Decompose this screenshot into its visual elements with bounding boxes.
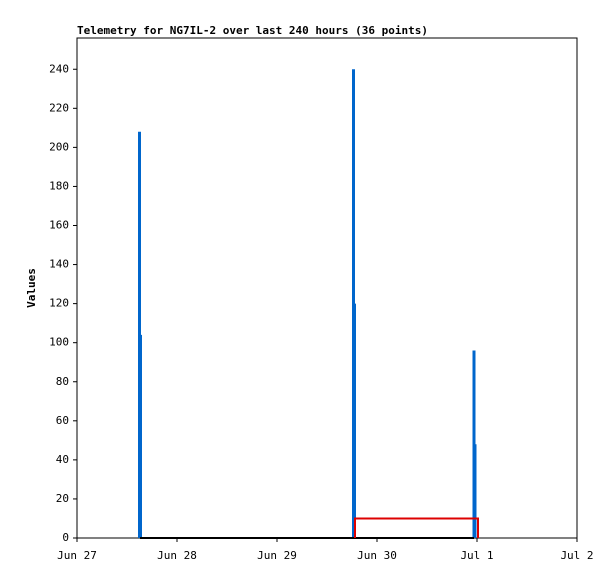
y-tick-label: 100 bbox=[49, 336, 69, 349]
y-tick-label: 80 bbox=[56, 375, 69, 388]
x-tick-label: Jun 27 bbox=[57, 549, 97, 562]
x-tick-label: Jul 1 bbox=[460, 549, 493, 562]
x-tick-label: Jul 2 bbox=[560, 549, 593, 562]
x-tick-label: Jun 28 bbox=[157, 549, 197, 562]
y-axis-label: Values bbox=[25, 268, 38, 308]
y-tick-label: 40 bbox=[56, 453, 69, 466]
x-tick-label: Jun 29 bbox=[257, 549, 297, 562]
y-tick-label: 200 bbox=[49, 140, 69, 153]
y-tick-label: 180 bbox=[49, 179, 69, 192]
y-tick-label: 140 bbox=[49, 258, 69, 271]
y-tick-label: 60 bbox=[56, 414, 69, 427]
y-tick-label: 0 bbox=[62, 531, 69, 544]
y-tick-label: 240 bbox=[49, 62, 69, 75]
plot-frame bbox=[76, 37, 578, 539]
chart-title: Telemetry for NG7IL-2 over last 240 hour… bbox=[77, 24, 428, 37]
y-tick-label: 120 bbox=[49, 297, 69, 310]
series-line bbox=[354, 517, 479, 538]
y-tick-label: 220 bbox=[49, 101, 69, 114]
y-tick-label: 160 bbox=[49, 219, 69, 232]
y-tick-label: 20 bbox=[56, 492, 69, 505]
x-tick-label: Jun 30 bbox=[357, 549, 397, 562]
